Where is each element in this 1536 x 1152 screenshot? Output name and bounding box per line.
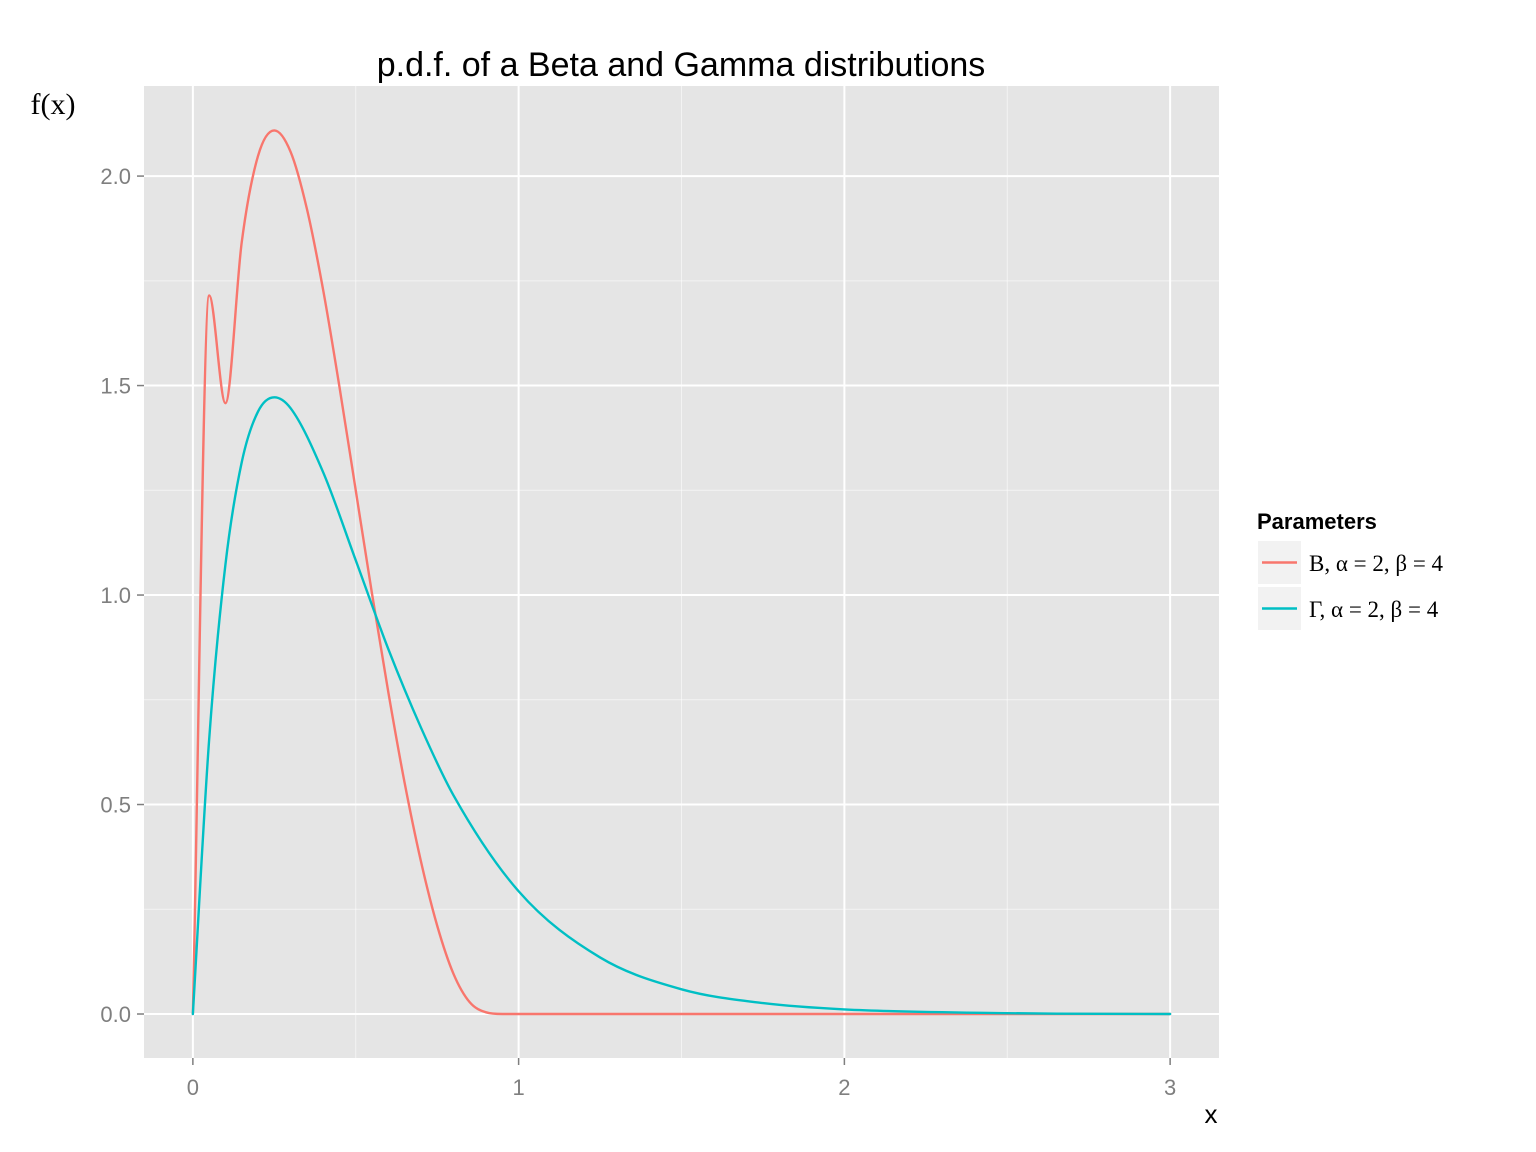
x-axis: 0 1 2 3: [187, 1058, 1176, 1100]
legend-label: Γ, α = 2, β = 4: [1309, 597, 1439, 622]
legend-title: Parameters: [1257, 509, 1377, 534]
minor-gridlines: [144, 86, 1219, 1058]
legend-items: Β, α = 2, β = 4 Γ, α = 2, β = 4: [1258, 541, 1444, 630]
chart-title: p.d.f. of a Beta and Gamma distributions: [377, 46, 986, 84]
y-axis: 0.0 0.5 1.0 1.5 2.0: [100, 164, 144, 1027]
x-axis-title: x: [1205, 1099, 1218, 1129]
series-line-gamma: [191, 396, 1172, 1016]
x-tick-label: 1: [512, 1075, 524, 1100]
y-tick-label: 0.5: [100, 793, 131, 818]
legend-label: Β, α = 2, β = 4: [1309, 551, 1444, 576]
y-axis-title: f(x): [31, 88, 76, 121]
y-tick-label: 1.0: [100, 583, 131, 608]
x-tick-label: 2: [838, 1075, 850, 1100]
legend-item-beta: Β, α = 2, β = 4: [1258, 541, 1444, 584]
legend: Parameters Β, α = 2, β = 4 Γ, α = 2, β = …: [1257, 509, 1444, 630]
y-tick-label: 0.0: [100, 1002, 131, 1027]
series-lines: [191, 129, 1172, 1016]
y-tick-label: 1.5: [100, 374, 131, 399]
x-tick-label: 0: [187, 1075, 199, 1100]
legend-item-gamma: Γ, α = 2, β = 4: [1258, 587, 1439, 630]
major-gridlines: [144, 86, 1219, 1058]
x-tick-label: 3: [1164, 1075, 1176, 1100]
y-tick-label: 2.0: [100, 164, 131, 189]
